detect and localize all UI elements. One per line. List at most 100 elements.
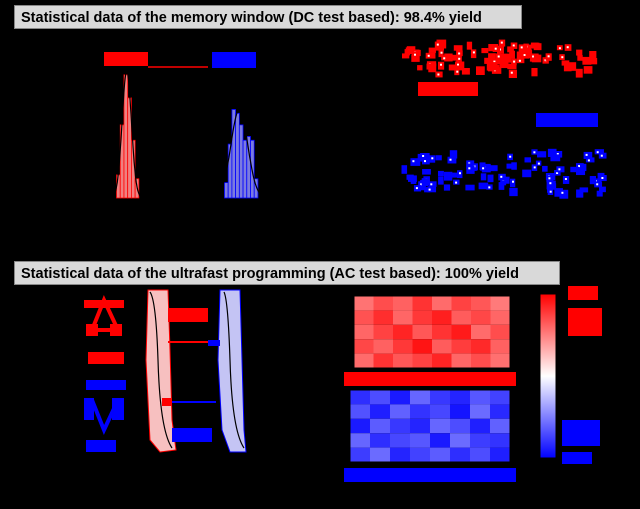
heatmap-cell bbox=[412, 310, 432, 325]
heatmap-cell bbox=[350, 390, 370, 405]
device-dot bbox=[583, 66, 593, 74]
device-dot-highlight bbox=[596, 183, 599, 186]
heatmap-cell bbox=[373, 296, 393, 311]
heatmap-cell bbox=[430, 404, 450, 419]
device-dot bbox=[434, 41, 445, 51]
device-dot-highlight bbox=[556, 153, 559, 155]
device-dot bbox=[428, 47, 436, 53]
red-state-label-box bbox=[104, 52, 148, 66]
device-dot-highlight bbox=[512, 180, 514, 183]
device-dot-highlight bbox=[488, 186, 491, 189]
device-dot bbox=[417, 65, 423, 71]
heatmap-cell bbox=[490, 353, 510, 368]
heatmap-cell bbox=[410, 433, 430, 448]
histogram-bar bbox=[238, 124, 244, 199]
device-dot bbox=[438, 176, 444, 185]
ultrafast-programming-banner: Statistical data of the ultrafast progra… bbox=[14, 261, 560, 285]
device-dot-highlight bbox=[601, 177, 604, 179]
device-dot bbox=[481, 48, 489, 54]
histogram-y-axis-label: Count bbox=[25, 97, 44, 143]
device-dot-highlight bbox=[510, 71, 513, 74]
device-dot bbox=[589, 51, 597, 58]
heatmap-cell bbox=[451, 353, 471, 368]
x-tick-label: -4 bbox=[83, 207, 94, 221]
heatmap-border bbox=[349, 389, 511, 463]
blue-distribution-fit-curve bbox=[218, 108, 263, 196]
device-dot-highlight bbox=[578, 165, 580, 168]
device-dot bbox=[466, 165, 475, 174]
device-dot-highlight bbox=[558, 47, 561, 50]
heatmap-border bbox=[353, 295, 511, 369]
device-dot bbox=[438, 170, 444, 177]
device-dot-highlight bbox=[509, 155, 512, 158]
blue-state-heatmap bbox=[349, 389, 511, 463]
device-dot-highlight bbox=[549, 182, 552, 185]
blue-heatmap-caption-bar bbox=[344, 468, 516, 482]
device-dot bbox=[401, 165, 408, 174]
device-dot bbox=[447, 156, 457, 164]
device-dot bbox=[507, 46, 514, 53]
heatmap-cell bbox=[370, 433, 390, 448]
heatmap-cell bbox=[450, 447, 470, 462]
heatmap-cell bbox=[350, 433, 370, 448]
red-device-array bbox=[402, 39, 598, 79]
device-dot bbox=[531, 42, 540, 49]
device-dot bbox=[488, 165, 498, 172]
device-dot bbox=[524, 157, 532, 163]
device-dot bbox=[582, 56, 592, 65]
device-dot-highlight bbox=[420, 183, 423, 186]
device-dot bbox=[444, 53, 453, 62]
device-dot bbox=[589, 176, 597, 185]
heatmap-cell bbox=[350, 418, 370, 434]
heatmap-cell bbox=[430, 390, 450, 405]
device-dot bbox=[499, 59, 509, 69]
heatmap-cell bbox=[471, 296, 491, 311]
heatmap-cell bbox=[450, 390, 470, 405]
heatmap-cell bbox=[354, 296, 374, 311]
red-array-label-box bbox=[418, 82, 478, 96]
device-dot bbox=[402, 53, 410, 59]
device-dot bbox=[470, 49, 477, 59]
device-dot-highlight bbox=[494, 47, 497, 50]
device-dot-highlight bbox=[443, 57, 446, 60]
heatmap-cell bbox=[370, 390, 390, 405]
device-dot bbox=[529, 53, 539, 62]
heatmap-cell bbox=[470, 418, 490, 434]
device-dot-highlight bbox=[523, 54, 526, 56]
device-dot-highlight bbox=[428, 188, 431, 191]
device-dot-highlight bbox=[558, 168, 561, 171]
colorbar-bottom-label-box bbox=[562, 452, 592, 464]
cumulative-distribution-bands bbox=[145, 289, 247, 453]
heatmap-cell bbox=[370, 418, 390, 434]
device-dot bbox=[500, 53, 510, 62]
device-dot-highlight bbox=[457, 63, 459, 66]
red-state-heatmap bbox=[353, 295, 511, 369]
device-dot bbox=[508, 69, 517, 79]
device-dot-highlight bbox=[497, 55, 500, 58]
heatmap-cell bbox=[390, 433, 410, 448]
heatmap-cell bbox=[451, 339, 471, 354]
device-dot bbox=[486, 62, 497, 71]
device-dot bbox=[516, 51, 523, 61]
device-dot-highlight bbox=[493, 60, 496, 63]
device-dot-highlight bbox=[422, 155, 425, 157]
y-tick-label: 80 bbox=[51, 37, 65, 51]
histogram-bar bbox=[242, 139, 248, 199]
device-dot-highlight bbox=[459, 172, 461, 175]
device-dot-highlight bbox=[531, 55, 534, 58]
heatmap-cell bbox=[471, 339, 491, 354]
device-dot-highlight bbox=[512, 44, 515, 47]
heatmap-cell bbox=[350, 404, 370, 419]
device-dot bbox=[491, 58, 501, 65]
heatmap-cell bbox=[350, 447, 370, 462]
device-dot bbox=[487, 174, 494, 183]
heatmap-cell bbox=[373, 310, 393, 325]
heatmap-cell bbox=[393, 324, 413, 340]
heatmap-cell bbox=[430, 447, 450, 462]
device-dot bbox=[488, 53, 496, 62]
blue-state-label-box bbox=[212, 52, 256, 68]
device-dot bbox=[556, 166, 565, 173]
device-dot bbox=[478, 182, 489, 190]
device-dot bbox=[428, 181, 437, 187]
heatmap-cell bbox=[450, 433, 470, 448]
